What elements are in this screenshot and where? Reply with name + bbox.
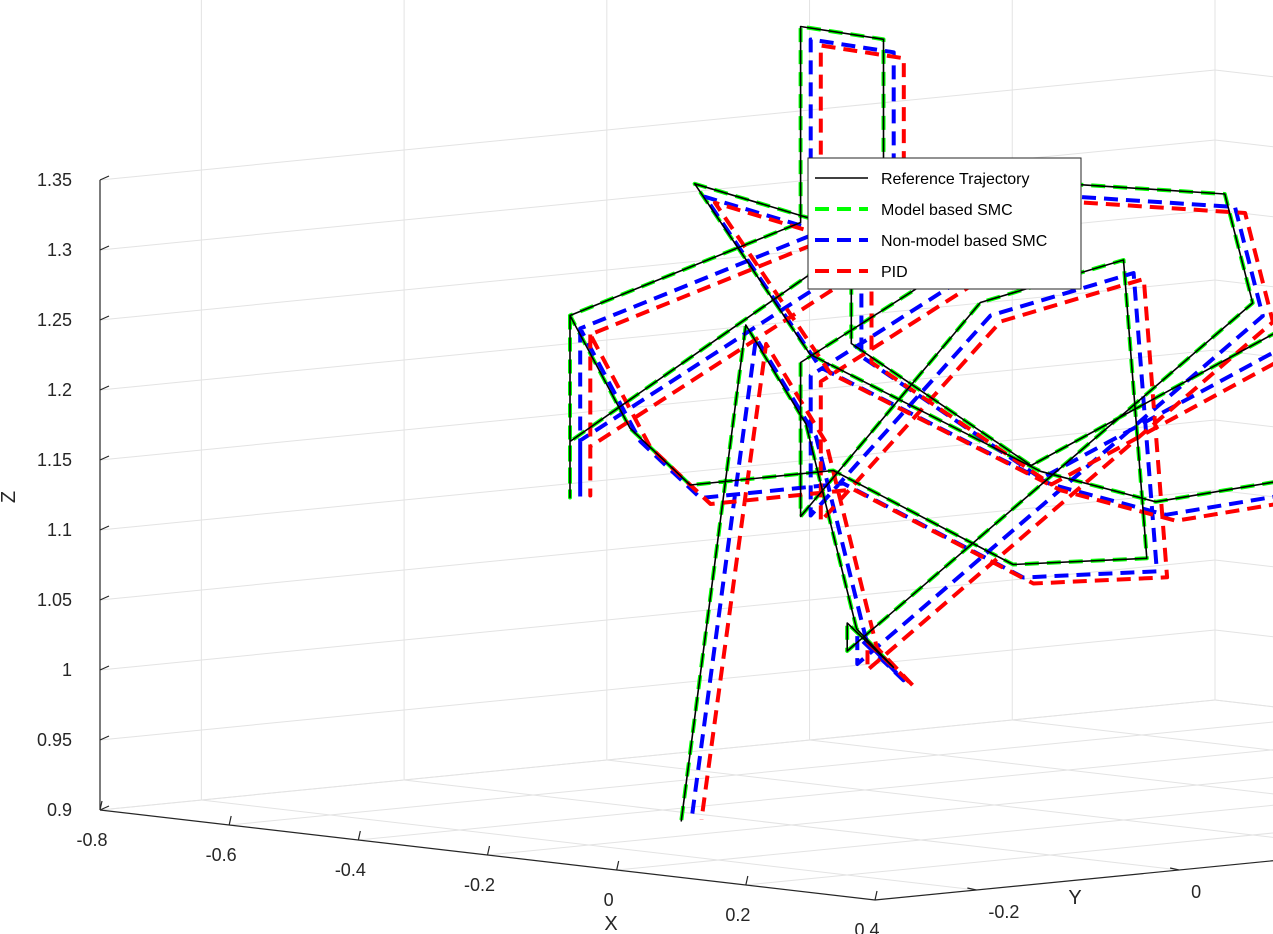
z-tick — [99, 665, 110, 671]
legend-label: Reference Trajectory — [881, 171, 1030, 188]
y-tick-label: -0.2 — [988, 902, 1019, 922]
x-tick — [99, 800, 103, 811]
x-tick — [616, 860, 620, 871]
floor-gridline-y — [201, 799, 977, 891]
side-wall-gridline-z — [99, 279, 1216, 391]
x-tick — [486, 845, 491, 856]
z-tick-label: 0.9 — [47, 800, 72, 820]
z-tick-label: 1.25 — [37, 310, 72, 330]
legend-label: Model based SMC — [881, 202, 1013, 219]
x-tick — [745, 875, 749, 886]
series-reference-trajectory-line — [569, 25, 1273, 822]
x-tick — [228, 815, 232, 826]
tick-labels: -0.8-0.6-0.4-0.200.20.4-0.200.20.40.60.8… — [37, 170, 1201, 934]
z-tick — [99, 315, 110, 321]
side-wall-gridline-z — [99, 629, 1216, 741]
x-tick-label: -0.6 — [206, 845, 237, 865]
series-layer — [568, 24, 1273, 822]
x-tick-label: 0 — [604, 890, 614, 910]
z-tick — [99, 455, 110, 461]
floor-gridline-y — [404, 779, 1180, 871]
floor-gridline-x — [229, 721, 1273, 826]
x-tick — [357, 830, 361, 841]
side-wall-gridline-z — [99, 559, 1216, 671]
legend-box — [807, 157, 1082, 290]
y-tick — [1169, 867, 1180, 871]
x-tick-label: -0.4 — [335, 860, 366, 880]
z-tick-label: 1.35 — [37, 170, 72, 190]
floor-gridline-x — [745, 832, 1273, 886]
x-axis-label: X — [604, 913, 617, 934]
x-tick-label: 0.4 — [854, 920, 879, 934]
axis-layer — [99, 175, 1273, 901]
side-wall-gridline-z — [99, 699, 1216, 811]
z-tick-label: 1.15 — [37, 450, 72, 470]
floor-gridline-x — [616, 804, 1273, 871]
z-tick-label: 1 — [62, 660, 72, 680]
back-wall-gridline-z — [1214, 69, 1273, 78]
x-tick-label: -0.2 — [464, 875, 495, 895]
x-tick-label: 0.2 — [725, 905, 750, 925]
back-wall-gridline-z — [1214, 419, 1273, 428]
legend: Reference Trajectory Model based SMC Non-m… — [807, 157, 1082, 290]
side-wall-gridline-z — [99, 419, 1216, 531]
back-wall-gridline-z — [1214, 489, 1273, 498]
side-wall-gridline-z — [99, 489, 1216, 601]
series-model-based-smc-line — [568, 24, 1273, 822]
floor-gridline-y — [809, 739, 1273, 795]
z-tick — [99, 525, 110, 531]
y-axis-label: Y — [1068, 887, 1081, 909]
z-tick — [99, 385, 110, 391]
series-non-model-based-smc-line — [578, 37, 1273, 821]
z-tick-label: 1.1 — [47, 520, 72, 540]
z-tick — [99, 735, 110, 741]
z-tick — [99, 175, 110, 181]
y-axis-line — [874, 860, 1273, 901]
z-tick-label: 0.95 — [37, 730, 72, 750]
y-tick — [967, 887, 977, 891]
legend-label: Non-model based SMC — [881, 233, 1047, 250]
z-axis-label: Z — [0, 491, 20, 503]
floor-gridline-y — [1012, 719, 1273, 751]
back-wall-gridline-z — [1214, 629, 1273, 638]
floor-gridline-x — [487, 777, 1273, 856]
series-pid-line — [588, 43, 1273, 820]
floor-gridline-x — [358, 749, 1273, 841]
z-tick — [99, 245, 110, 251]
side-wall-gridline-z — [99, 69, 1216, 181]
back-wall-gridline-z — [1214, 209, 1273, 218]
floor-gridline-x — [874, 860, 1273, 901]
z-tick — [99, 595, 110, 601]
z-tick — [99, 805, 110, 811]
y-tick-label: 0 — [1191, 882, 1201, 902]
z-tick-label: 1.2 — [47, 380, 72, 400]
back-wall-gridline-z — [1214, 559, 1273, 568]
x-tick — [874, 890, 878, 901]
z-tick-label: 1.3 — [47, 240, 72, 260]
floor-gridline-y — [606, 759, 1273, 838]
legend-label: PID — [881, 264, 908, 281]
z-tick-label: 1.05 — [37, 590, 72, 610]
x-tick-label: -0.8 — [76, 830, 107, 850]
